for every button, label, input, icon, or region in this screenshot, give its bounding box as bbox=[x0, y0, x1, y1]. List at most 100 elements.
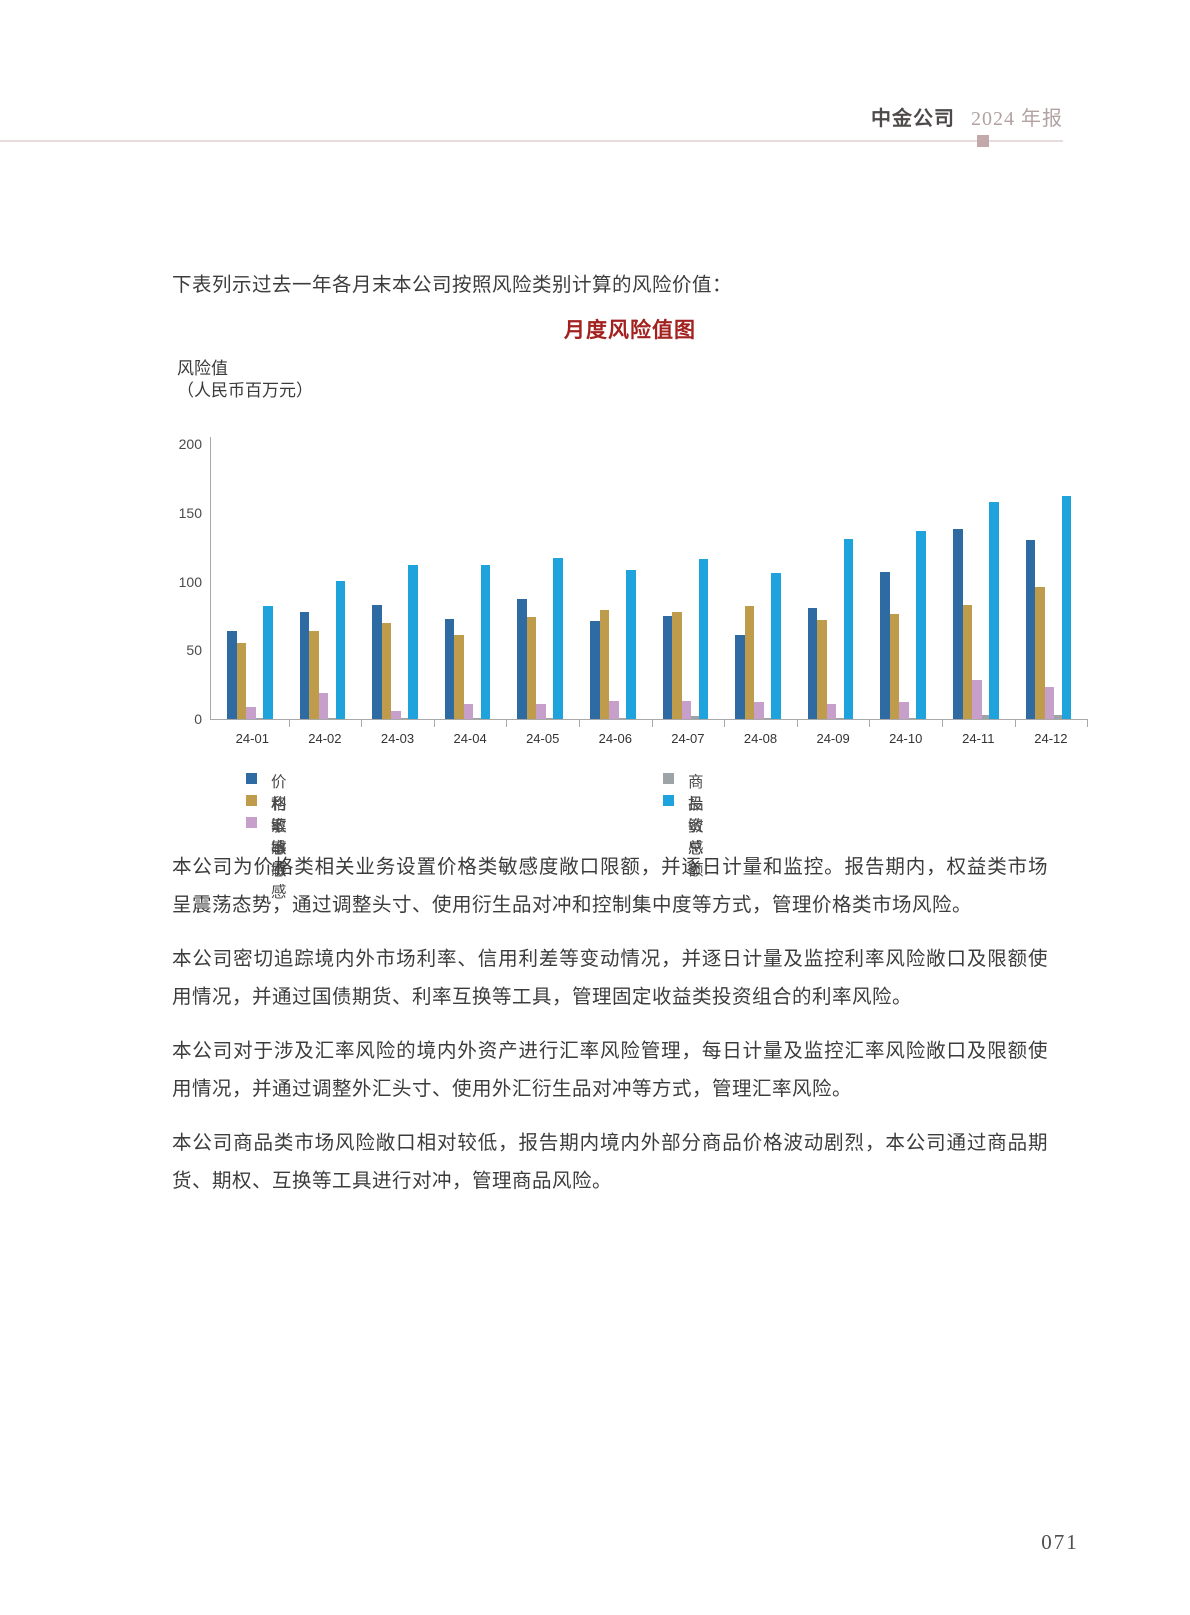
bar-24-07-series2 bbox=[681, 701, 692, 719]
company-name: 中金公司 bbox=[871, 108, 955, 130]
bar-24-03-series2 bbox=[391, 711, 401, 719]
x-category-label: 24-04 bbox=[453, 731, 487, 746]
legend-swatch-total bbox=[663, 795, 674, 806]
x-category-label: 24-07 bbox=[671, 731, 705, 746]
bar-24-12-series2 bbox=[1044, 687, 1055, 719]
x-tick bbox=[288, 720, 290, 727]
paragraph-rate-risk: 本公司密切追踪境内外市场利率、信用利差等变动情况，并逐日计量及监控利率风险敞口及… bbox=[172, 948, 1048, 1008]
bar-24-04-series3 bbox=[473, 718, 483, 719]
bar-24-02-series1 bbox=[309, 631, 319, 719]
bar-24-05-series0 bbox=[517, 599, 527, 719]
intro-text: 下表列示过去一年各月末本公司按照风险类别计算的风险价值： bbox=[172, 274, 733, 296]
bar-24-11-series1 bbox=[962, 605, 972, 719]
x-category-label: 24-06 bbox=[598, 731, 632, 746]
bar-24-02-series3 bbox=[328, 718, 338, 719]
bar-24-09-series0 bbox=[807, 608, 818, 719]
bar-24-06-series3 bbox=[618, 718, 628, 719]
x-axis-line bbox=[210, 719, 1089, 720]
y-axis-caption: 风险值 （人民币百万元） bbox=[177, 358, 313, 402]
bar-24-01-series1 bbox=[236, 643, 246, 719]
y-axis-caption-line1: 风险值 bbox=[177, 359, 228, 378]
paragraph-commodity-risk: 本公司商品类市场风险敞口相对较低，报告期内境内外部分商品价格波动剧烈，本公司通过… bbox=[172, 1132, 1048, 1192]
header-rule-marker bbox=[977, 135, 989, 147]
bar-24-01-series0 bbox=[227, 631, 237, 719]
report-year: 2024 年报 bbox=[971, 108, 1063, 130]
bar-24-10-series0 bbox=[880, 572, 890, 719]
bar-24-08-series2 bbox=[754, 702, 764, 719]
y-tick-label: 150 bbox=[178, 504, 202, 521]
bar-24-02-series2 bbox=[318, 693, 329, 719]
bar-24-08-series3 bbox=[763, 718, 774, 719]
y-axis-caption-line2: （人民币百万元） bbox=[177, 381, 313, 400]
bar-24-04-series1 bbox=[454, 635, 464, 719]
x-tick bbox=[1087, 720, 1089, 727]
x-tick bbox=[579, 720, 580, 727]
page-number: 071 bbox=[1041, 1530, 1079, 1554]
bar-24-08-series1 bbox=[744, 606, 755, 719]
bar-24-01-series2 bbox=[246, 707, 256, 719]
bar-24-05-series4 bbox=[553, 558, 563, 719]
x-tick bbox=[1014, 720, 1016, 727]
bar-24-07-series4 bbox=[698, 559, 709, 719]
body-paragraphs: 本公司为价格类相关业务设置价格类敏感度敞口限额，并逐日计量和监控。报告期内，权益… bbox=[172, 848, 1048, 1216]
y-tick-label: 200 bbox=[178, 436, 202, 452]
x-tick bbox=[433, 720, 435, 727]
x-category-label: 24-03 bbox=[380, 731, 415, 746]
header-rule bbox=[0, 140, 1063, 142]
x-tick bbox=[942, 720, 943, 727]
legend-label-price: 价格敏感 bbox=[271, 774, 288, 857]
bar-24-03-series1 bbox=[381, 623, 392, 719]
y-axis-line bbox=[210, 437, 211, 719]
bar-24-09-series2 bbox=[826, 704, 837, 719]
x-category-label: 24-11 bbox=[962, 731, 995, 746]
bar-24-07-series1 bbox=[672, 612, 682, 719]
bar-24-07-series0 bbox=[662, 616, 673, 719]
bar-24-02-series4 bbox=[335, 581, 346, 719]
x-tick bbox=[361, 720, 363, 727]
bar-24-05-series3 bbox=[545, 718, 556, 719]
bar-24-05-series1 bbox=[526, 617, 537, 719]
legend-swatch-price bbox=[246, 773, 257, 784]
bar-24-11-series3 bbox=[981, 715, 991, 719]
bar-24-08-series0 bbox=[735, 635, 745, 719]
bar-24-04-series0 bbox=[444, 619, 455, 719]
bar-24-01-series3 bbox=[255, 718, 265, 719]
bar-24-02-series0 bbox=[299, 612, 310, 719]
bar-24-10-series3 bbox=[908, 718, 919, 719]
bar-24-07-series3 bbox=[691, 716, 701, 719]
y-tick-label: 50 bbox=[186, 642, 202, 659]
x-tick bbox=[506, 720, 508, 727]
x-category-label: 24-12 bbox=[1034, 731, 1068, 746]
bar-24-04-series2 bbox=[463, 704, 474, 719]
y-tick-label: 0 bbox=[194, 711, 202, 727]
bar-24-06-series2 bbox=[609, 701, 619, 719]
bar-24-03-series0 bbox=[372, 605, 382, 719]
bar-24-12-series3 bbox=[1054, 715, 1064, 719]
bar-24-10-series2 bbox=[899, 702, 909, 719]
x-tick bbox=[869, 720, 871, 727]
bar-24-09-series3 bbox=[836, 718, 846, 719]
bar-24-06-series1 bbox=[599, 610, 609, 719]
x-category-label: 24-05 bbox=[526, 731, 560, 746]
bar-24-11-series2 bbox=[972, 680, 982, 719]
bar-24-12-series4 bbox=[1061, 496, 1072, 719]
bar-24-12-series0 bbox=[1025, 540, 1036, 719]
bar-24-09-series1 bbox=[817, 620, 827, 719]
bar-24-03-series3 bbox=[400, 718, 411, 719]
bar-24-11-series4 bbox=[989, 502, 999, 719]
bar-24-08-series4 bbox=[771, 573, 781, 719]
chart-title: 月度风险值图 bbox=[564, 319, 696, 342]
page-header: 中金公司 2024 年报 bbox=[0, 102, 1063, 131]
x-category-label: 24-10 bbox=[889, 731, 923, 746]
paragraph-fx-risk: 本公司对于涉及汇率风险的境内外资产进行汇率风险管理，每日计量及监控汇率风险敞口及… bbox=[172, 1040, 1048, 1100]
bar-24-06-series0 bbox=[590, 621, 600, 719]
x-category-label: 24-08 bbox=[743, 731, 778, 746]
legend-swatch-commodity bbox=[663, 773, 674, 784]
legend-swatch-rate bbox=[246, 795, 257, 806]
x-tick bbox=[724, 720, 726, 727]
x-tick bbox=[651, 720, 653, 727]
x-category-label: 24-02 bbox=[308, 731, 342, 746]
x-category-label: 24-01 bbox=[235, 731, 269, 746]
bar-24-06-series4 bbox=[626, 570, 636, 719]
